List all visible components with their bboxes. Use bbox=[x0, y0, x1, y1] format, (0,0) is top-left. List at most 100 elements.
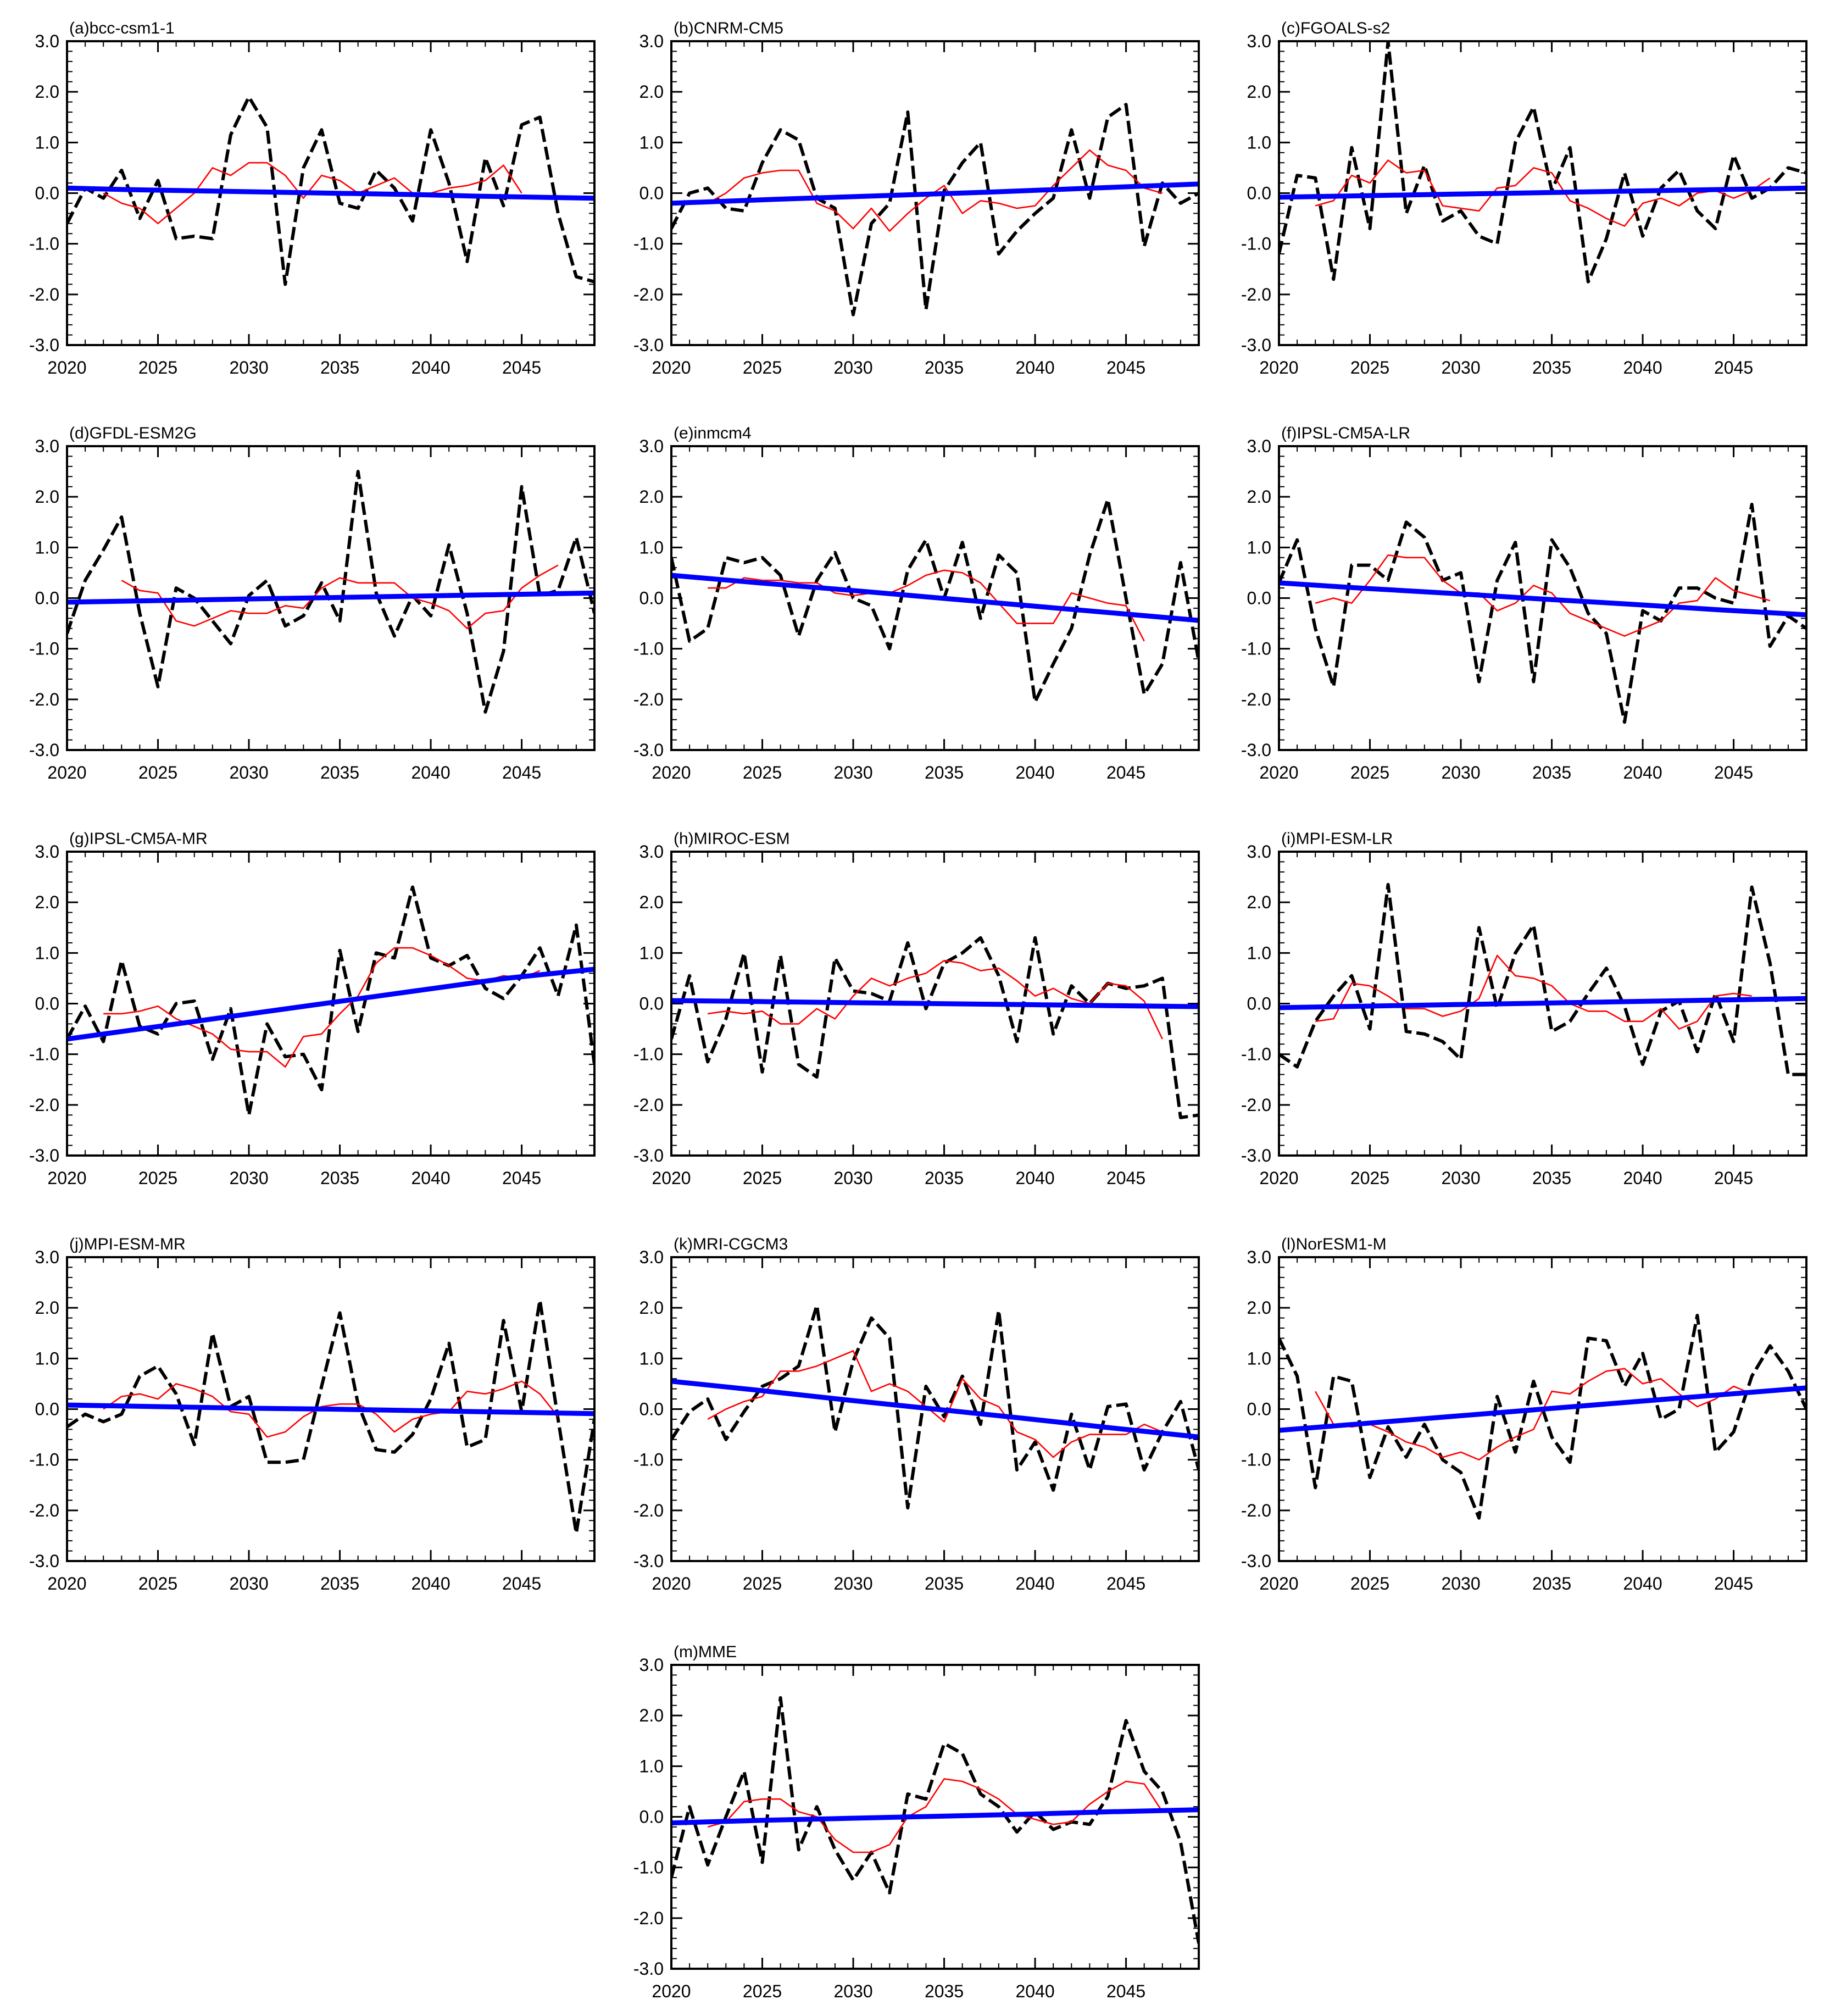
x-tick-label: 2045 bbox=[502, 1168, 541, 1188]
plot-frame bbox=[670, 851, 1200, 1157]
y-tick-label: 1.0 bbox=[1247, 537, 1271, 557]
x-tick-label: 2025 bbox=[138, 1574, 177, 1593]
y-tick-label: 2.0 bbox=[639, 892, 664, 912]
x-tick-label: 2045 bbox=[1106, 1981, 1145, 2001]
y-tick-label: 1.0 bbox=[639, 537, 664, 557]
x-tick-label: 2035 bbox=[1532, 1574, 1571, 1593]
panel-title: (i)MPI-ESM-LR bbox=[1281, 830, 1393, 848]
plot-frame bbox=[670, 40, 1200, 346]
y-tick-label: -3.0 bbox=[633, 1959, 664, 1979]
plot-frame bbox=[66, 445, 596, 751]
y-tick-label: 0.0 bbox=[639, 184, 664, 203]
x-tick-label: 2030 bbox=[229, 1168, 268, 1188]
y-tick-label: -2.0 bbox=[633, 1501, 664, 1520]
x-tick-label: 2040 bbox=[1015, 358, 1054, 377]
y-tick-label: -3.0 bbox=[1241, 1551, 1271, 1571]
x-tick-label: 2040 bbox=[411, 763, 450, 782]
trend-line bbox=[671, 181, 1199, 206]
y-tick-label: 0.0 bbox=[35, 1399, 59, 1419]
panel-c: (c)FGOALS-s2 -3.0 -2.0 -1.0 0.0 1.0 2.0 3.0 2020… bbox=[1241, 19, 1807, 377]
running-mean-line bbox=[707, 1350, 1163, 1458]
x-tick-label: 2020 bbox=[652, 763, 691, 782]
y-tick-label: 0.0 bbox=[1247, 1399, 1271, 1419]
plot-frame bbox=[1278, 40, 1807, 346]
x-tick-label: 2030 bbox=[1441, 763, 1480, 782]
x-tick-label: 2025 bbox=[1350, 358, 1389, 377]
x-tick-label: 2035 bbox=[320, 1574, 359, 1593]
y-tick-label: -3.0 bbox=[29, 1146, 59, 1165]
y-tick-label: 0.0 bbox=[35, 588, 59, 608]
panel-j: (j)MPI-ESM-MR -3.0 -2.0 -1.0 0.0 1.0 2.0 3.0 202… bbox=[29, 1235, 596, 1593]
y-tick-label: 0.0 bbox=[35, 184, 59, 203]
y-tick-label: -1.0 bbox=[1241, 234, 1271, 254]
trend-line bbox=[671, 1807, 1199, 1826]
x-tick-label: 2040 bbox=[1015, 1168, 1054, 1188]
running-mean-line bbox=[121, 564, 559, 630]
x-tick-label: 2030 bbox=[833, 1168, 872, 1188]
y-tick-label: 1.0 bbox=[639, 1756, 664, 1776]
x-tick-label: 2020 bbox=[1259, 358, 1298, 377]
y-tick-label: 3.0 bbox=[1247, 436, 1271, 456]
y-tick-label: 3.0 bbox=[1247, 1247, 1271, 1267]
panel-l: (l)NorESM1-M -3.0 -2.0 -1.0 0.0 1.0 2.0 3.0 2020… bbox=[1241, 1235, 1807, 1593]
x-tick-label: 2030 bbox=[833, 763, 872, 782]
trend-line bbox=[67, 1402, 594, 1417]
x-tick-label: 2035 bbox=[925, 358, 964, 377]
x-tick-label: 2035 bbox=[1532, 358, 1571, 377]
y-tick-label: 3.0 bbox=[639, 1655, 664, 1675]
trend-line bbox=[67, 185, 594, 201]
y-tick-label: -2.0 bbox=[633, 285, 664, 304]
running-mean-line bbox=[707, 1778, 1163, 1853]
y-tick-label: -2.0 bbox=[1241, 1095, 1271, 1115]
y-tick-label: -1.0 bbox=[29, 639, 59, 659]
y-tick-label: 2.0 bbox=[1247, 487, 1271, 507]
x-tick-label: 2035 bbox=[320, 358, 359, 377]
annual-series-line bbox=[671, 1696, 1199, 1944]
x-tick-label: 2025 bbox=[138, 1168, 177, 1188]
trend-line bbox=[671, 573, 1199, 623]
y-tick-label: 2.0 bbox=[639, 1706, 664, 1725]
running-mean-line bbox=[1315, 954, 1752, 1030]
y-tick-label: 1.0 bbox=[35, 943, 59, 963]
panel-series bbox=[67, 1298, 594, 1535]
x-tick-label: 2025 bbox=[138, 358, 177, 377]
plot-frame bbox=[66, 40, 596, 346]
x-tick-label: 2020 bbox=[47, 1168, 86, 1188]
x-tick-label: 2045 bbox=[1714, 358, 1753, 377]
y-tick-label: -1.0 bbox=[633, 1045, 664, 1064]
x-tick-label: 2035 bbox=[1532, 763, 1571, 782]
x-tick-label: 2020 bbox=[47, 763, 86, 782]
trend-line bbox=[671, 1379, 1199, 1440]
trend-line bbox=[67, 590, 594, 605]
y-tick-label: -3.0 bbox=[29, 1551, 59, 1571]
x-tick-label: 2025 bbox=[1350, 1574, 1389, 1593]
x-tick-label: 2045 bbox=[502, 358, 541, 377]
annual-series-line bbox=[671, 103, 1199, 316]
y-tick-label: 3.0 bbox=[1247, 31, 1271, 51]
annual-series-line bbox=[1279, 882, 1806, 1076]
x-tick-label: 2040 bbox=[411, 1168, 450, 1188]
x-tick-label: 2020 bbox=[1259, 1574, 1298, 1593]
y-tick-label: -3.0 bbox=[1241, 740, 1271, 760]
y-tick-label: 2.0 bbox=[1247, 1298, 1271, 1318]
panel-series bbox=[671, 1303, 1199, 1510]
x-tick-label: 2045 bbox=[1714, 763, 1753, 782]
y-tick-label: 3.0 bbox=[35, 436, 59, 456]
y-tick-label: -2.0 bbox=[29, 285, 59, 304]
y-tick-label: -1.0 bbox=[1241, 1045, 1271, 1064]
panel-series bbox=[1279, 1314, 1806, 1520]
y-tick-label: 1.0 bbox=[35, 132, 59, 152]
panel-a: (a)bcc-csm1-1 -3.0 -2.0 -1.0 0.0 1.0 2.0 3.0 202… bbox=[29, 19, 596, 377]
panel-title: (a)bcc-csm1-1 bbox=[69, 19, 175, 37]
x-tick-label: 2025 bbox=[1350, 1168, 1389, 1188]
y-tick-label: 2.0 bbox=[35, 487, 59, 507]
x-tick-label: 2030 bbox=[833, 1574, 872, 1593]
panel-title: (l)NorESM1-M bbox=[1281, 1235, 1387, 1253]
y-tick-label: 0.0 bbox=[1247, 994, 1271, 1014]
x-tick-label: 2040 bbox=[1623, 763, 1662, 782]
x-tick-label: 2025 bbox=[743, 358, 782, 377]
running-mean-line bbox=[103, 947, 541, 1068]
x-tick-label: 2040 bbox=[1015, 763, 1054, 782]
panel-series bbox=[67, 95, 594, 286]
